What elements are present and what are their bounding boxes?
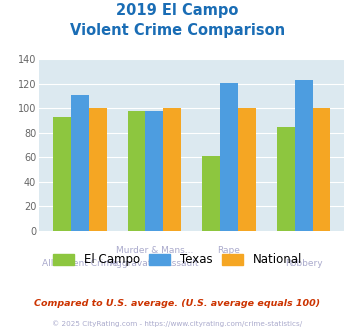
Bar — [127, 111, 146, 231]
Bar — [295, 80, 312, 231]
Text: © 2025 CityRating.com - https://www.cityrating.com/crime-statistics/: © 2025 CityRating.com - https://www.city… — [53, 320, 302, 327]
Bar — [220, 83, 238, 231]
Text: Rape: Rape — [218, 246, 240, 255]
Bar — [146, 111, 163, 231]
Bar — [238, 109, 256, 231]
Bar — [277, 127, 295, 231]
Bar — [71, 95, 89, 231]
Text: Violent Crime Comparison: Violent Crime Comparison — [70, 23, 285, 38]
Text: All Violent Crime: All Violent Crime — [42, 259, 118, 268]
Bar — [312, 109, 331, 231]
Bar — [89, 109, 106, 231]
Bar — [53, 117, 71, 231]
Text: Compared to U.S. average. (U.S. average equals 100): Compared to U.S. average. (U.S. average … — [34, 299, 321, 308]
Bar — [202, 156, 220, 231]
Text: Aggravated Assault: Aggravated Assault — [110, 259, 199, 268]
Text: 2019 El Campo: 2019 El Campo — [116, 3, 239, 18]
Text: Robbery: Robbery — [285, 259, 322, 268]
Legend: El Campo, Texas, National: El Campo, Texas, National — [53, 253, 302, 266]
Text: Murder & Mans...: Murder & Mans... — [116, 246, 193, 255]
Bar — [163, 109, 181, 231]
